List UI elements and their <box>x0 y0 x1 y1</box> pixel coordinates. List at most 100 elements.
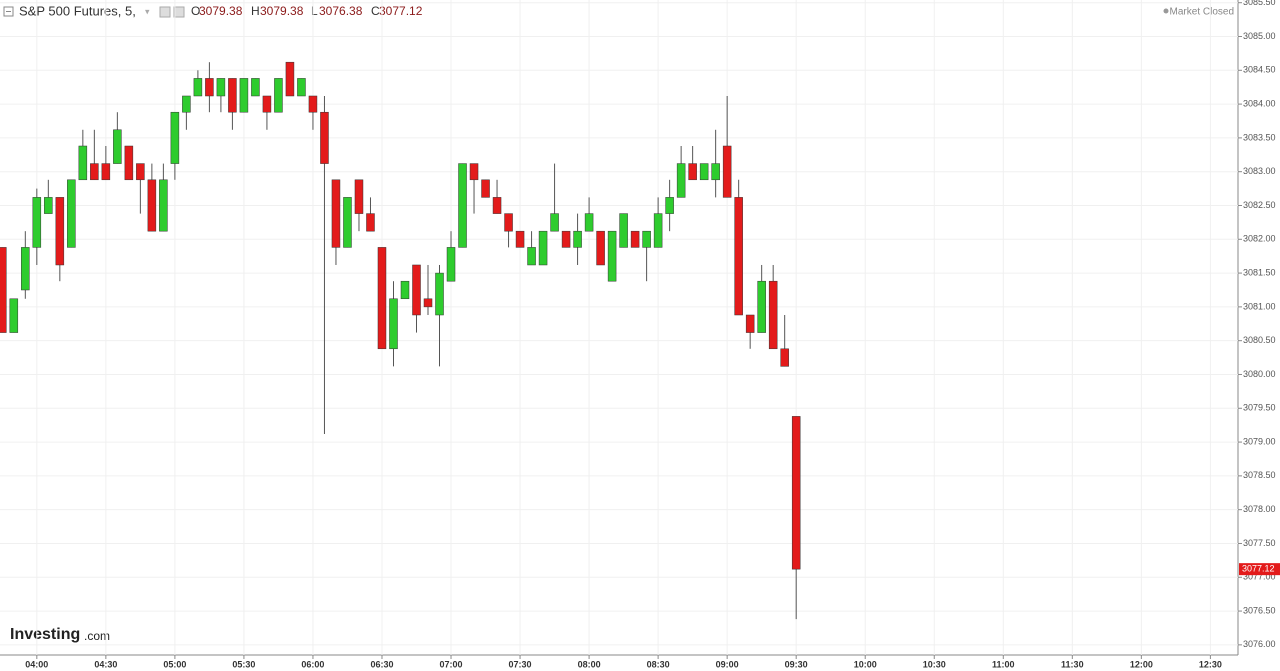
candle-body <box>205 78 214 97</box>
candle-body <box>458 163 467 248</box>
market-status: Market Closed <box>1170 7 1234 18</box>
candle-body <box>193 78 203 97</box>
candle-body <box>573 230 582 248</box>
candle-body <box>366 213 375 232</box>
y-tick-label: 3082.00 <box>1243 234 1276 244</box>
candle-body <box>607 230 617 282</box>
candle-body <box>32 197 42 248</box>
candle-body <box>780 348 789 367</box>
candle-body <box>113 129 122 164</box>
candle-body <box>124 145 134 181</box>
y-tick-label: 3078.00 <box>1243 504 1276 514</box>
candle-body <box>504 213 513 232</box>
y-tick-label: 3083.50 <box>1243 132 1276 142</box>
candle-body <box>67 179 76 248</box>
candle-body <box>274 78 283 113</box>
ohlc-key: C <box>371 4 380 18</box>
candle-body <box>688 163 697 181</box>
y-tick-label: 3084.00 <box>1243 98 1276 108</box>
chart-title: S&P 500 Futures, 5, <box>19 3 136 18</box>
close-icon[interactable] <box>173 6 185 18</box>
y-tick-label: 3081.00 <box>1243 301 1276 311</box>
ohlc-key: O <box>191 4 200 18</box>
candle-body <box>653 213 663 248</box>
candle-body <box>136 163 145 181</box>
candle-body <box>182 95 191 113</box>
candle-body <box>21 247 30 291</box>
candle-body <box>331 179 341 248</box>
y-tick-label: 3079.00 <box>1243 436 1276 446</box>
logo-suffix: .com <box>84 629 110 643</box>
y-tick-label: 3085.00 <box>1243 31 1276 41</box>
x-tick-label: 05:30 <box>232 659 255 669</box>
candle-body <box>285 61 295 97</box>
candle-body <box>159 179 168 232</box>
y-tick-label: 3084.50 <box>1243 65 1276 75</box>
x-tick-label: 05:00 <box>163 659 186 669</box>
candle-body <box>0 247 7 333</box>
candle-body <box>354 179 364 214</box>
logo-brand: Investing <box>10 626 80 643</box>
candle-body <box>538 230 548 266</box>
y-tick-label: 3076.50 <box>1243 605 1276 615</box>
settings-icon[interactable] <box>159 6 171 18</box>
candle-body <box>101 163 111 181</box>
candle-body <box>515 230 525 248</box>
x-tick-label: 09:00 <box>716 659 739 669</box>
candle-body <box>239 78 249 113</box>
candle-body <box>44 197 53 214</box>
candle-body <box>619 213 628 248</box>
candle-body <box>297 78 306 97</box>
candle-body <box>665 197 674 214</box>
candle-body <box>561 230 571 248</box>
x-tick-label: 10:00 <box>854 659 877 669</box>
candle-body <box>343 197 352 248</box>
candle-body <box>745 314 755 333</box>
candle-body <box>377 247 387 350</box>
candle-body <box>435 272 444 316</box>
y-tick-label: 3079.50 <box>1243 403 1276 413</box>
collapse-icon[interactable] <box>3 6 14 17</box>
candle-body <box>791 416 801 570</box>
candle-body <box>400 280 410 300</box>
candle-body <box>550 213 559 232</box>
x-tick-label: 06:30 <box>370 659 393 669</box>
y-tick-label: 3080.50 <box>1243 335 1276 345</box>
candle-body <box>768 280 778 350</box>
candle-body <box>262 95 272 113</box>
x-tick-label: 04:30 <box>94 659 117 669</box>
candle-body <box>642 230 651 248</box>
y-tick-label: 3081.50 <box>1243 267 1276 277</box>
status-dot <box>1163 8 1169 14</box>
candle-body <box>446 247 456 282</box>
candle-body <box>251 78 260 97</box>
candle-body <box>734 197 743 316</box>
x-tick-label: 12:00 <box>1130 659 1153 669</box>
y-tick-label: 3077.50 <box>1243 538 1276 548</box>
x-tick-label: 08:00 <box>578 659 601 669</box>
candle-body <box>596 230 605 266</box>
y-tick-label: 3076.00 <box>1243 639 1276 649</box>
x-tick-label: 07:30 <box>509 659 532 669</box>
ohlc-key: H <box>251 4 260 18</box>
dropdown-arrow[interactable]: ▾ <box>145 6 150 16</box>
candle-body <box>170 111 180 164</box>
candle-body <box>147 179 157 232</box>
candle-body <box>630 230 640 248</box>
candle-body <box>216 78 226 97</box>
candle-body <box>389 298 398 350</box>
candle-body <box>757 280 766 333</box>
candle-body <box>492 197 502 214</box>
candle-body <box>423 298 433 308</box>
y-tick-label: 3083.00 <box>1243 166 1276 176</box>
candle-body <box>78 145 88 181</box>
x-tick-label: 06:00 <box>301 659 324 669</box>
ohlc-value: 3079.38 <box>199 4 243 18</box>
candle-body <box>527 247 536 266</box>
y-tick-label: 3080.00 <box>1243 369 1276 379</box>
candle-body <box>469 163 479 181</box>
y-tick-label: 3077.00 <box>1243 572 1276 582</box>
